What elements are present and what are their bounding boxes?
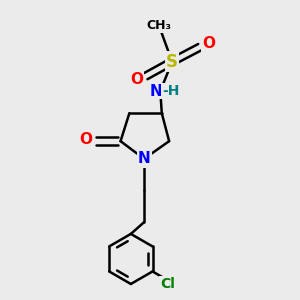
Text: -H: -H — [162, 84, 179, 98]
Text: O: O — [79, 132, 92, 147]
Text: S: S — [166, 53, 178, 71]
Text: Cl: Cl — [160, 277, 175, 291]
Text: N: N — [149, 84, 162, 99]
Text: O: O — [202, 37, 215, 52]
Text: CH₃: CH₃ — [146, 19, 171, 32]
Text: O: O — [130, 72, 143, 87]
Text: N: N — [138, 151, 151, 166]
